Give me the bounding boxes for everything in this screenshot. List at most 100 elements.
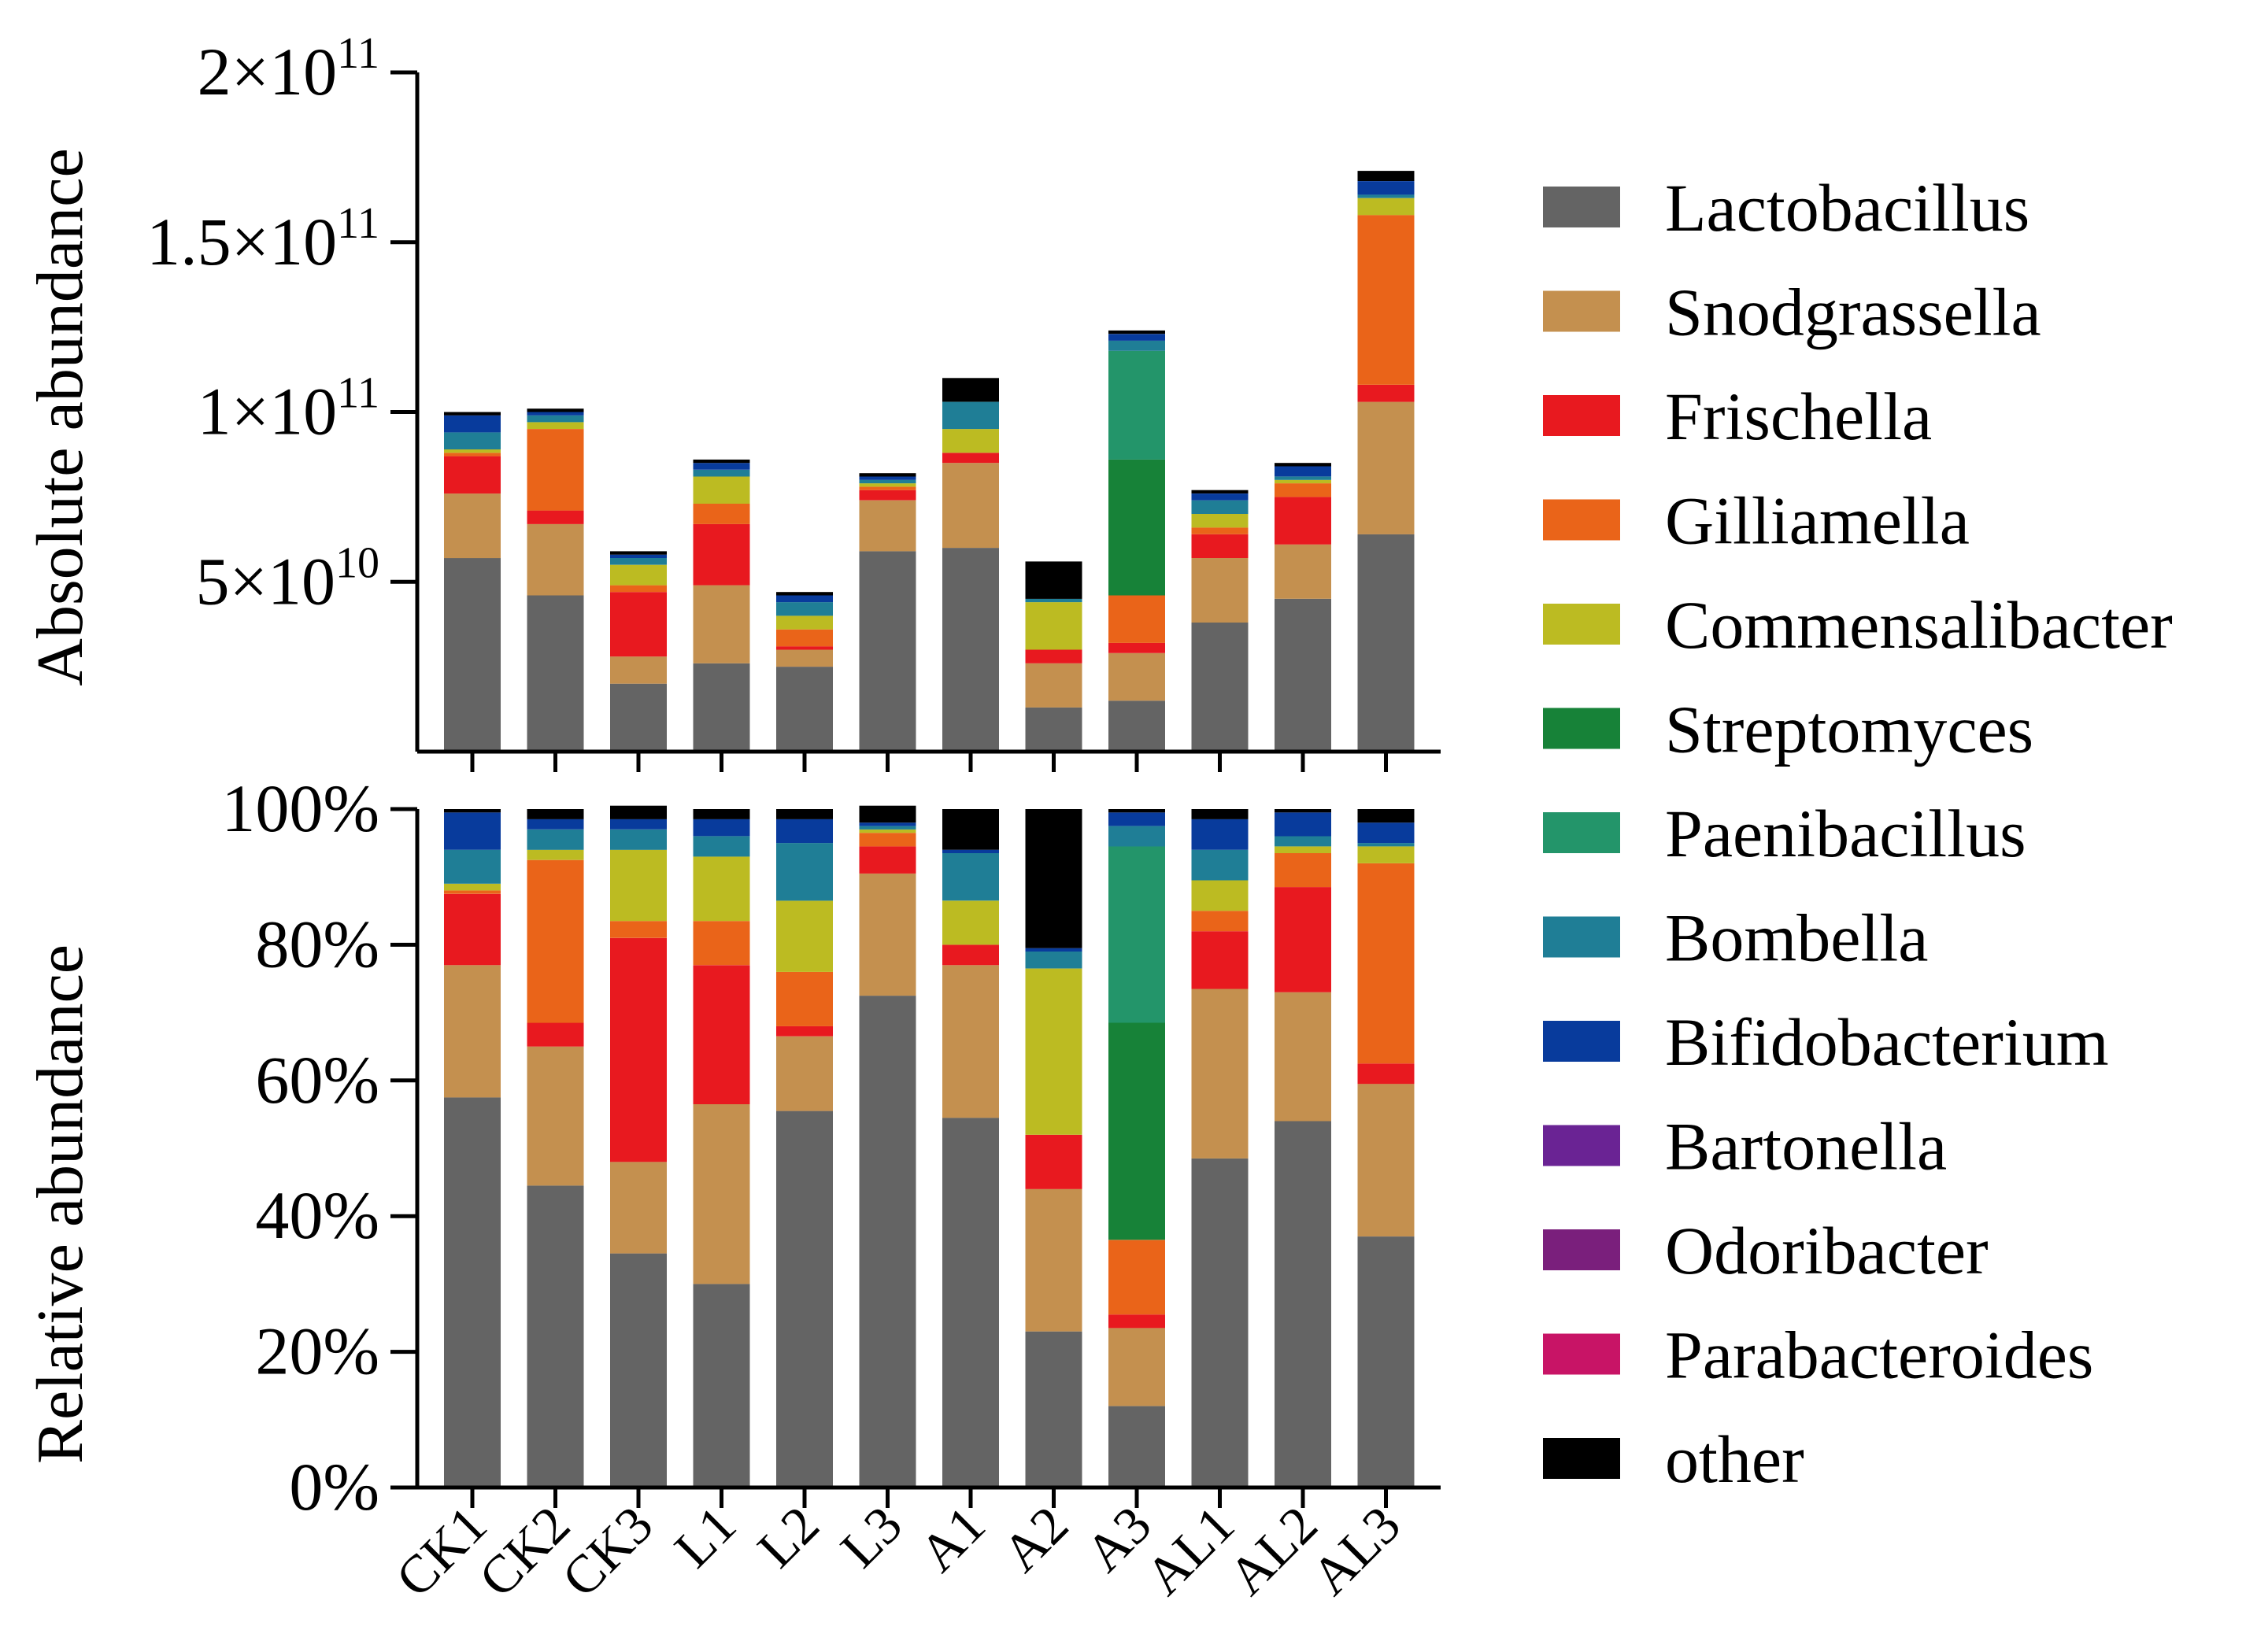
bar-segment-al2-bombella xyxy=(1275,476,1331,480)
bar-segment-l3-commensalibacter xyxy=(859,483,916,487)
bottom-y-axis-label: Relative abundance xyxy=(24,944,97,1464)
bar-segment-al1-lactobacillus xyxy=(1191,1158,1249,1488)
bar-segment-al2-lactobacillus xyxy=(1275,598,1331,752)
bar-segment-a1-bifidobacterium xyxy=(942,849,999,853)
bar-segment-ck2-gilliamella xyxy=(527,429,584,511)
bar-segment-al3-gilliamella xyxy=(1357,863,1415,1064)
legend-label: Snodgrassella xyxy=(1665,275,2041,350)
bar-segment-a1-frischella xyxy=(942,944,999,966)
legend-item-bombella: Bombella xyxy=(1543,900,1928,976)
bar-segment-l1-frischella xyxy=(693,965,750,1104)
bar-segment-ck1-frischella xyxy=(444,456,501,494)
bar-segment-a2-bifidobacterium xyxy=(1025,948,1082,952)
bar-segment-ck1-lactobacillus xyxy=(444,1097,501,1488)
bar-segment-a2-commensalibacter xyxy=(1025,968,1082,1135)
legend-label: Paenibacillus xyxy=(1665,796,2026,871)
bar-segment-al1-frischella xyxy=(1191,931,1249,989)
y-tick-label: 80% xyxy=(255,906,379,981)
legend-label: Odoribacter xyxy=(1665,1213,1989,1288)
bar-segment-ck2-bifidobacterium xyxy=(527,412,584,416)
legend-swatch xyxy=(1543,1229,1620,1270)
y-tick-label: 0% xyxy=(289,1449,379,1524)
x-tick-label-ck3: CK3 xyxy=(550,1495,664,1609)
y-tick-label: 20% xyxy=(255,1314,379,1389)
bar-segment-a1-snodgrassella xyxy=(942,965,999,1118)
bar-segment-ck2-commensalibacter xyxy=(527,849,584,860)
bar-segment-a3-lactobacillus xyxy=(1108,700,1165,752)
legend-label: Streptomyces xyxy=(1665,692,2033,767)
bar-segment-a2-frischella xyxy=(1025,649,1082,663)
bar-segment-l2-commensalibacter xyxy=(776,900,833,972)
bar-segment-a3-bifidobacterium xyxy=(1108,334,1165,341)
bar-segment-ck2-snodgrassella xyxy=(527,523,584,596)
bar-segment-a3-other xyxy=(1108,809,1165,813)
bar-segment-l1-bombella xyxy=(693,469,750,477)
bar-segment-a1-commensalibacter xyxy=(942,900,999,945)
bar-segment-a3-snodgrassella xyxy=(1108,1328,1165,1406)
bar-segment-a1-bombella xyxy=(942,401,999,430)
bar-segment-a2-other xyxy=(1025,561,1082,599)
bar-segment-al2-commensalibacter xyxy=(1275,479,1331,484)
bar-segment-ck3-bifidobacterium xyxy=(610,819,667,830)
bar-segment-ck1-bifidobacterium xyxy=(444,812,501,850)
bar-segment-al2-gilliamella xyxy=(1275,483,1331,497)
x-tick-label-l1: L1 xyxy=(663,1495,747,1579)
bar-segment-ck1-commensalibacter xyxy=(444,883,501,891)
bar-segment-l2-lactobacillus xyxy=(776,667,833,752)
bar-segment-l3-gilliamella xyxy=(859,486,916,490)
bar-segment-l3-frischella xyxy=(859,846,916,874)
bar-segment-l2-commensalibacter xyxy=(776,615,833,630)
bar-segment-a3-paenibacillus xyxy=(1108,350,1165,460)
bar-segment-ck2-bombella xyxy=(527,829,584,850)
bar-segment-l1-lactobacillus xyxy=(693,663,750,752)
bar-segment-ck3-bombella xyxy=(610,829,667,850)
bar-segment-ck1-frischella xyxy=(444,893,501,966)
bar-segment-al2-snodgrassella xyxy=(1275,992,1331,1122)
bar-segment-al3-bifidobacterium xyxy=(1357,822,1415,844)
bar-segment-ck3-lactobacillus xyxy=(610,683,667,752)
y-tick-label: 100% xyxy=(221,771,379,846)
bar-segment-ck1-other xyxy=(444,809,501,813)
bar-segment-a3-frischella xyxy=(1108,642,1165,653)
y-tick-label: 40% xyxy=(255,1177,379,1253)
bar-segment-ck1-gilliamella xyxy=(444,890,501,894)
legend-swatch xyxy=(1543,708,1620,749)
bar-segment-l2-lactobacillus xyxy=(776,1111,833,1488)
legend-item-gilliamella: Gilliamella xyxy=(1543,483,1970,559)
bar-segment-a1-bombella xyxy=(942,853,999,901)
x-tick-label-a1: A1 xyxy=(908,1495,997,1584)
bar-segment-ck2-commensalibacter xyxy=(527,422,584,429)
bar-segment-al1-snodgrassella xyxy=(1191,989,1249,1159)
y-tick-label: 1.5×1011 xyxy=(146,199,379,279)
bar-segment-a2-frischella xyxy=(1025,1134,1082,1189)
legend-label: Gilliamella xyxy=(1665,483,1970,559)
bar-segment-ck2-bombella xyxy=(527,415,584,423)
bar-segment-l2-snodgrassella xyxy=(776,649,833,667)
bar-segment-al1-lactobacillus xyxy=(1191,623,1249,752)
legend-swatch xyxy=(1543,1438,1620,1479)
bar-segment-a3-snodgrassella xyxy=(1108,652,1165,701)
bar-segment-a2-lactobacillus xyxy=(1025,707,1082,752)
bar-segment-a3-paenibacillus xyxy=(1108,846,1165,1023)
legend-item-streptomyces: Streptomyces xyxy=(1543,692,2033,767)
legend-item-odoribacter: Odoribacter xyxy=(1543,1213,1989,1288)
bar-segment-ck3-other xyxy=(610,805,667,819)
bar-segment-l1-gilliamella xyxy=(693,504,750,524)
bar-segment-ck3-frischella xyxy=(610,592,667,657)
bar-segment-al2-frischella xyxy=(1275,887,1331,992)
bar-segment-ck1-bifidobacterium xyxy=(444,415,501,433)
x-tick-label-al2: AL2 xyxy=(1217,1495,1329,1606)
bar-segment-ck3-snodgrassella xyxy=(610,656,667,684)
bar-segment-a3-bombella xyxy=(1108,340,1165,351)
bar-segment-a2-bombella xyxy=(1025,952,1082,969)
bar-segment-a3-gilliamella xyxy=(1108,1240,1165,1315)
bar-segment-ck3-commensalibacter xyxy=(610,564,667,586)
bar-segment-al3-commensalibacter xyxy=(1357,846,1415,863)
legend-swatch xyxy=(1543,1333,1620,1375)
bar-segment-l1-commensalibacter xyxy=(693,856,750,922)
x-tick-label-a2: A2 xyxy=(991,1495,1080,1584)
bar-segment-l3-frischella xyxy=(859,490,916,501)
bar-segment-l3-gilliamella xyxy=(859,833,916,847)
legend-item-commensalibacter: Commensalibacter xyxy=(1543,587,2173,663)
bar-segment-al3-other xyxy=(1357,171,1415,181)
